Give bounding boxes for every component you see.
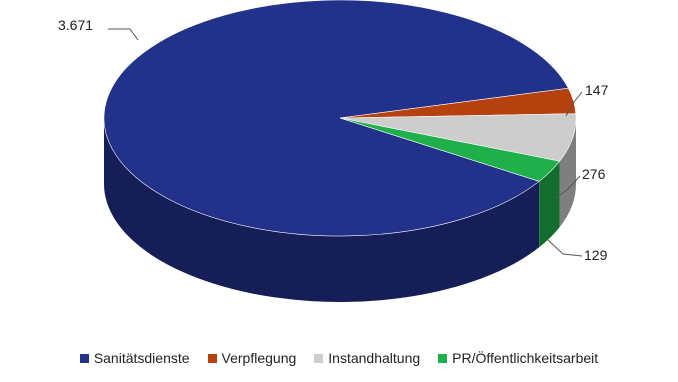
chart-legend: Sanitätsdienste Verpflegung Instandhaltu…	[0, 346, 678, 370]
data-labels: 3.671 147 276 129	[58, 17, 609, 263]
legend-swatch	[314, 353, 324, 363]
data-label-2: 276	[582, 166, 606, 182]
pie-slice-side-3	[539, 161, 560, 248]
pie-slice-3	[339, 117, 561, 182]
data-label-1: 147	[585, 82, 609, 98]
legend-label: Verpflegung	[221, 350, 297, 366]
leader-line-3	[547, 239, 583, 257]
legend-label: Instandhaltung	[328, 350, 421, 366]
legend-swatch	[207, 353, 217, 363]
pie-slice-side-2	[559, 118, 576, 228]
legend-swatch	[438, 353, 448, 363]
pie-slice-side-0	[104, 118, 540, 302]
data-label-3: 129	[584, 247, 608, 263]
pie-tops	[103, 0, 577, 237]
legend-swatch	[79, 353, 89, 363]
legend-item-pr: PR/Öffentlichkeitsarbeit	[438, 350, 598, 366]
data-label-0: 3.671	[58, 17, 93, 33]
pie-slice-0	[103, 0, 569, 237]
leader-line-2	[554, 175, 581, 199]
leader-line-0	[108, 28, 139, 41]
legend-item-verpflegung: Verpflegung	[207, 350, 297, 366]
leader-line-1	[565, 91, 583, 117]
legend-label: Sanitätsdienste	[93, 350, 190, 366]
pie-sides	[104, 118, 576, 302]
legend-item-instandhaltung: Instandhaltung	[314, 350, 420, 366]
legend-label: PR/Öffentlichkeitsarbeit	[452, 350, 599, 366]
legend-item-sanitaetsdienste: Sanitätsdienste	[79, 350, 190, 366]
